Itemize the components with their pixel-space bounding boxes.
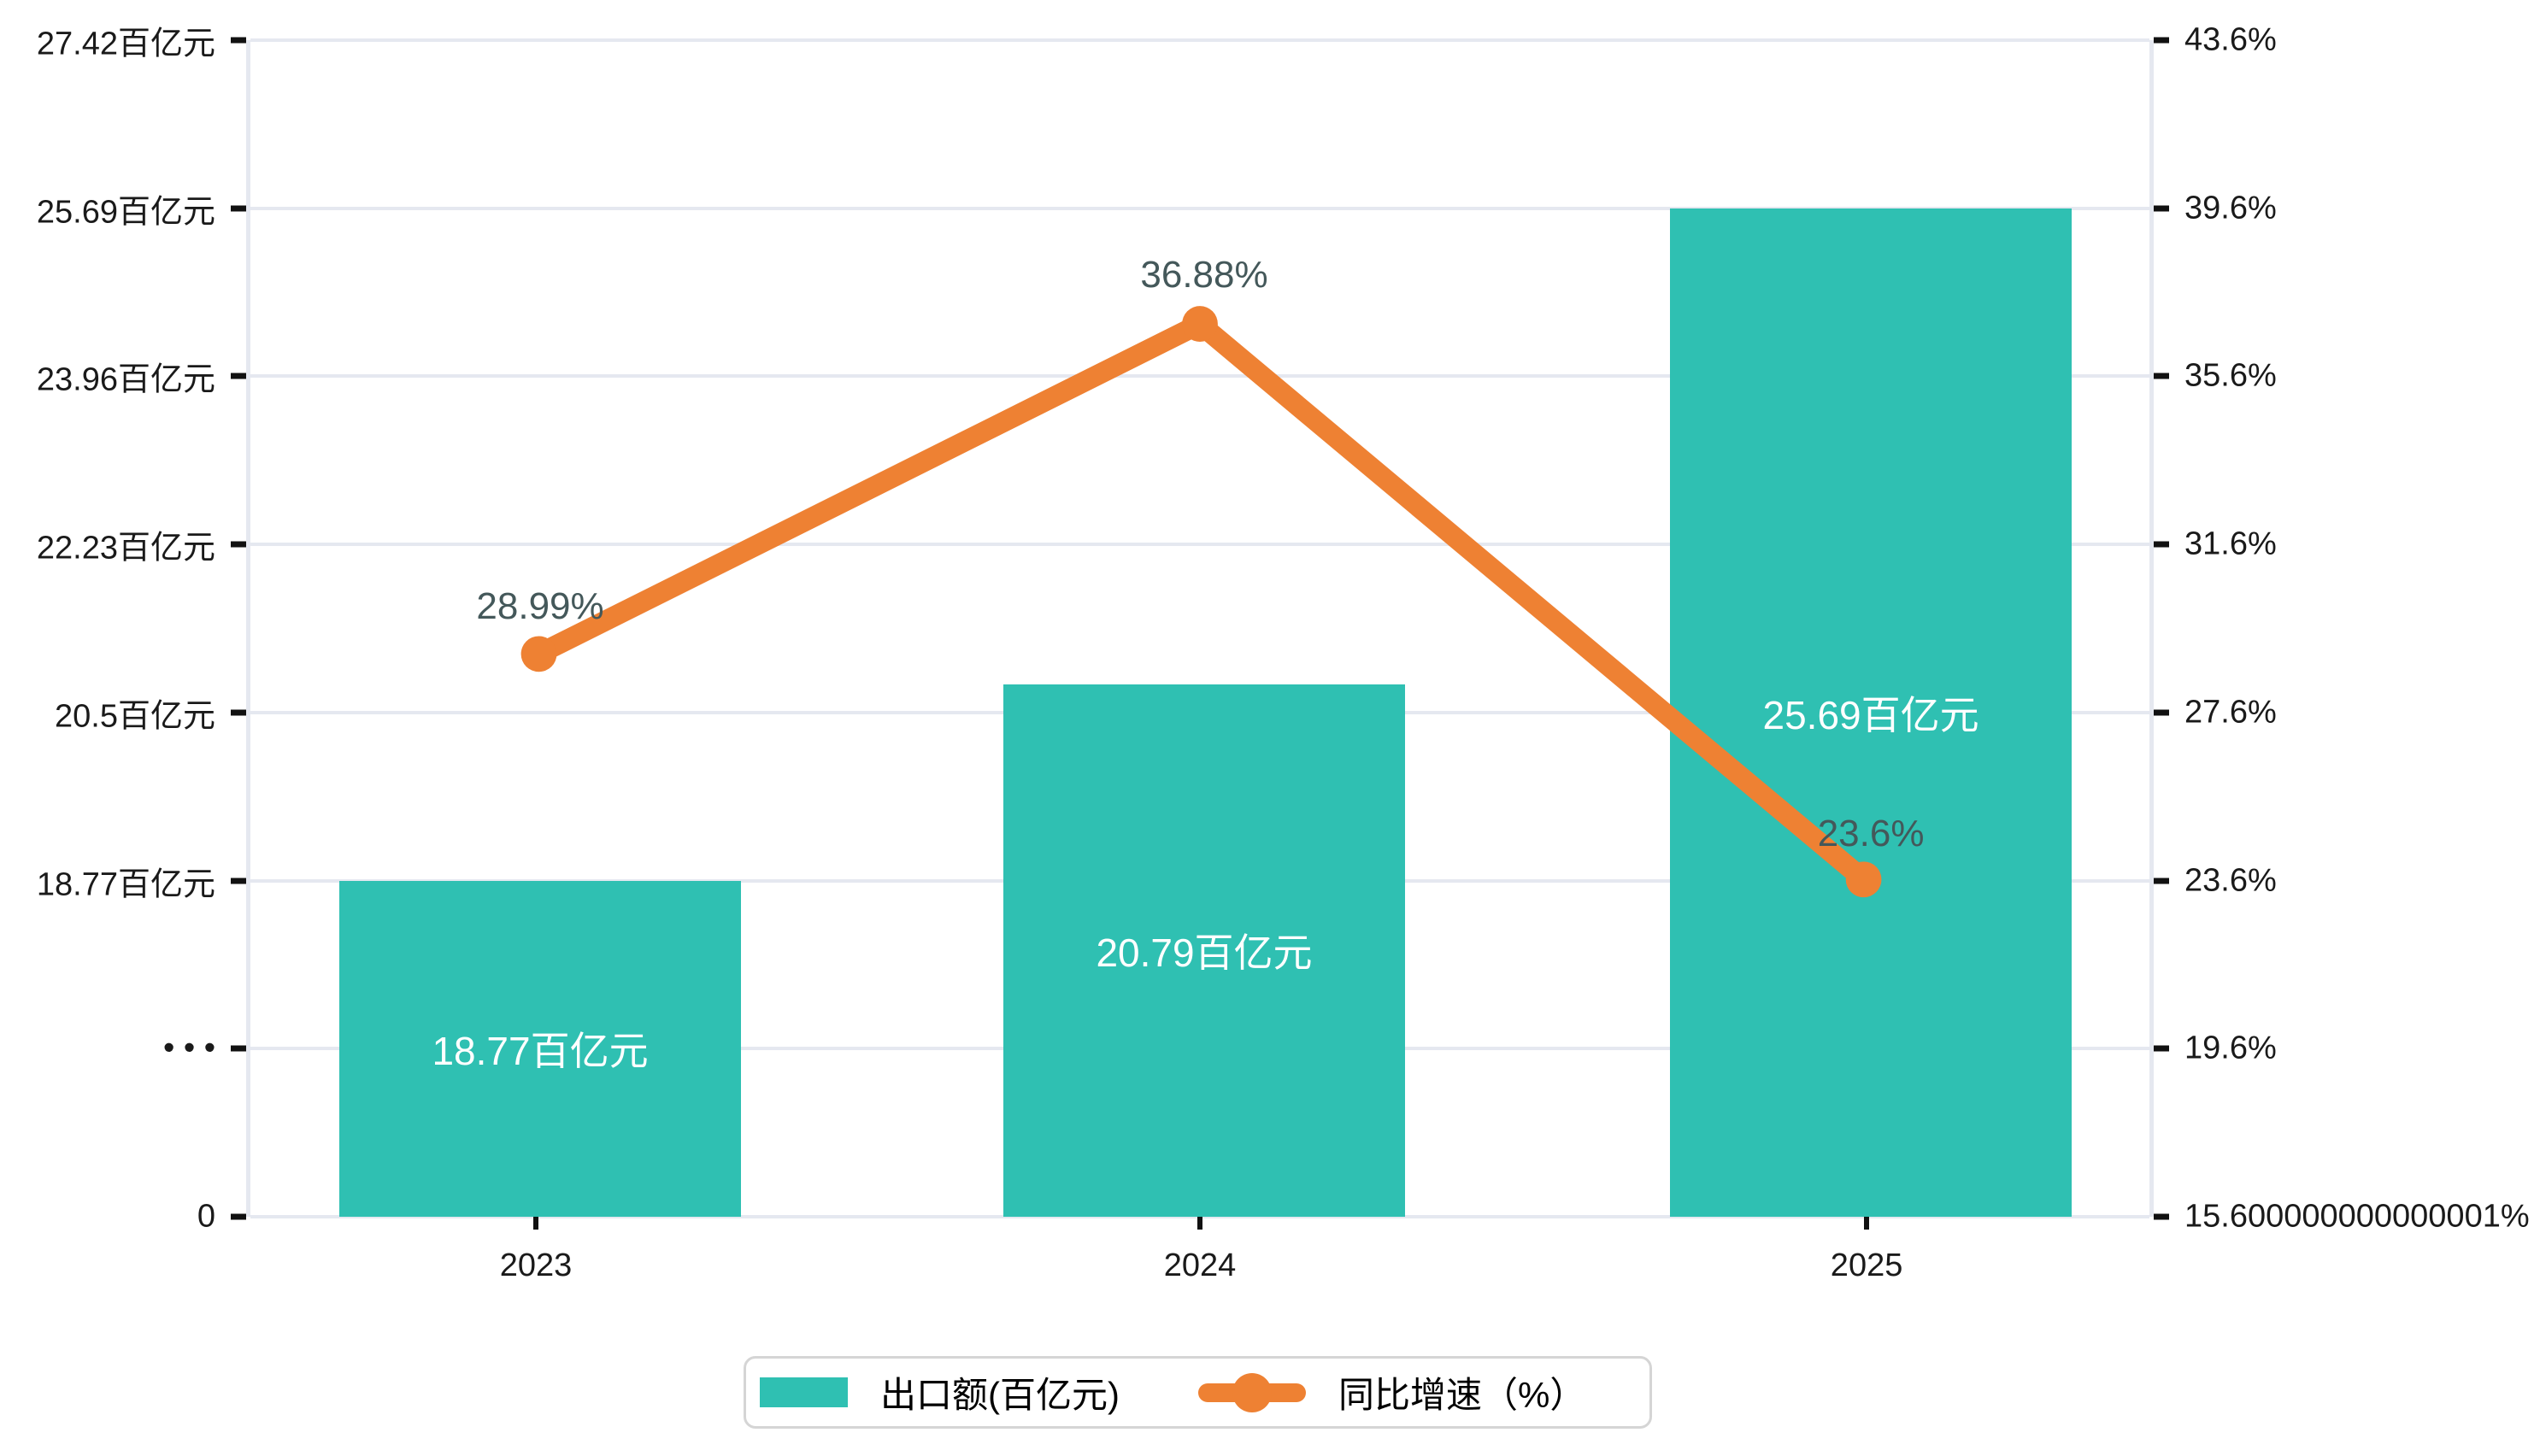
bar-value-label: 25.69百亿元 <box>1762 692 1979 737</box>
right-axis-tick-label: 27.6% <box>2184 694 2277 731</box>
x-axis-label-2025: 2025 <box>1830 1248 1903 1283</box>
gridline <box>250 543 2149 547</box>
tick-mark <box>2154 1045 2169 1052</box>
right-axis-ticks <box>2154 37 2169 1220</box>
right-axis-tick-label: 19.6% <box>2184 1030 2277 1066</box>
tick-mark <box>2154 373 2169 379</box>
left-axis-tick-label: 25.69百亿元 <box>36 194 215 231</box>
bar-value-label: 18.77百亿元 <box>432 1029 649 1074</box>
tick-mark <box>2154 709 2169 716</box>
gridline <box>250 374 2149 379</box>
legend: 出口额(百亿元) 同比增速（%） <box>744 1356 1652 1429</box>
line-dot-icon <box>1232 1372 1272 1412</box>
line-value-label: 28.99% <box>476 585 604 628</box>
left-axis-tick-label: • • • <box>162 1030 215 1066</box>
line-swatch-icon <box>1197 1372 1306 1412</box>
gridline <box>250 206 2149 210</box>
tick-mark <box>2154 37 2169 44</box>
bar-2023 <box>339 880 742 1217</box>
x-axis-ticks <box>246 1217 2154 1230</box>
bar-swatch-icon <box>760 1377 848 1407</box>
line-point-icon <box>1182 306 1218 342</box>
bar-2024 <box>1003 684 1405 1217</box>
line-point-icon <box>520 636 557 672</box>
tick-mark <box>231 205 246 212</box>
x-axis-label-2024: 2024 <box>1163 1248 1237 1283</box>
legend-bar-label: 出口额(百亿元) <box>880 1375 1120 1415</box>
left-axis-tick-label: 23.96百亿元 <box>36 361 215 398</box>
line-series <box>520 306 1882 898</box>
plot-area: 18.77百亿元 20.79百亿元 25.69百亿元 28.99% 36.88% 23.… <box>246 38 2154 1218</box>
gridline <box>250 38 2149 42</box>
legend-item-bar: 出口额(百亿元) <box>760 1366 1120 1418</box>
right-axis-tick-label: 31.6% <box>2184 525 2277 562</box>
tick-mark <box>231 1045 246 1052</box>
tick-mark <box>231 709 246 716</box>
left-axis-labels: 27.42百亿元 25.69百亿元 23.96百亿元 22.23百亿元 20.5百亿元 1… <box>0 26 215 1235</box>
bar-2025 <box>1670 208 2073 1217</box>
growth-line <box>534 314 1871 888</box>
right-axis-tick-label: 39.6% <box>2184 190 2277 226</box>
tick-mark <box>231 878 246 884</box>
x-tick-mark <box>533 1217 539 1230</box>
line-value-label: 36.88% <box>1140 254 1268 296</box>
left-axis-tick-label: 18.77百亿元 <box>36 866 215 903</box>
line-value-label: 23.6% <box>1817 812 1925 854</box>
x-axis-label-2023: 2023 <box>499 1248 573 1283</box>
line-point-icon <box>1845 861 1882 898</box>
tick-mark <box>231 541 246 548</box>
left-axis-tick-label: 20.5百亿元 <box>55 698 215 735</box>
x-axis-labels: 2023 2024 2025 <box>246 1248 2154 1299</box>
tick-mark <box>2154 541 2169 548</box>
right-axis-labels: 43.6% 39.6% 35.6% 31.6% 27.6% 23.6% 19.6% 15.60… <box>2184 22 2535 1235</box>
left-axis-tick-label: 0 <box>197 1198 215 1235</box>
left-axis-tick-label: 27.42百亿元 <box>36 26 215 62</box>
tick-mark <box>2154 205 2169 212</box>
left-axis-tick-label: 22.23百亿元 <box>36 530 215 567</box>
right-axis-tick-label: 43.6% <box>2184 21 2277 58</box>
bar-value-label: 20.79百亿元 <box>1096 931 1313 976</box>
legend-item-line: 同比增速（%） <box>1197 1366 1586 1418</box>
left-axis-ticks <box>231 37 246 1220</box>
right-axis-tick-label: 15.600000000000001% <box>2184 1198 2530 1235</box>
tick-mark <box>231 373 246 379</box>
x-tick-mark <box>1197 1217 1202 1230</box>
tick-mark <box>231 1213 246 1220</box>
x-tick-mark <box>1864 1217 1870 1230</box>
tick-mark <box>2154 1213 2169 1220</box>
tick-mark <box>2154 878 2169 884</box>
right-axis-tick-label: 23.6% <box>2184 862 2277 899</box>
legend-line-label: 同比增速（%） <box>1338 1375 1586 1415</box>
right-axis-tick-label: 35.6% <box>2184 357 2277 394</box>
tick-mark <box>231 37 246 44</box>
